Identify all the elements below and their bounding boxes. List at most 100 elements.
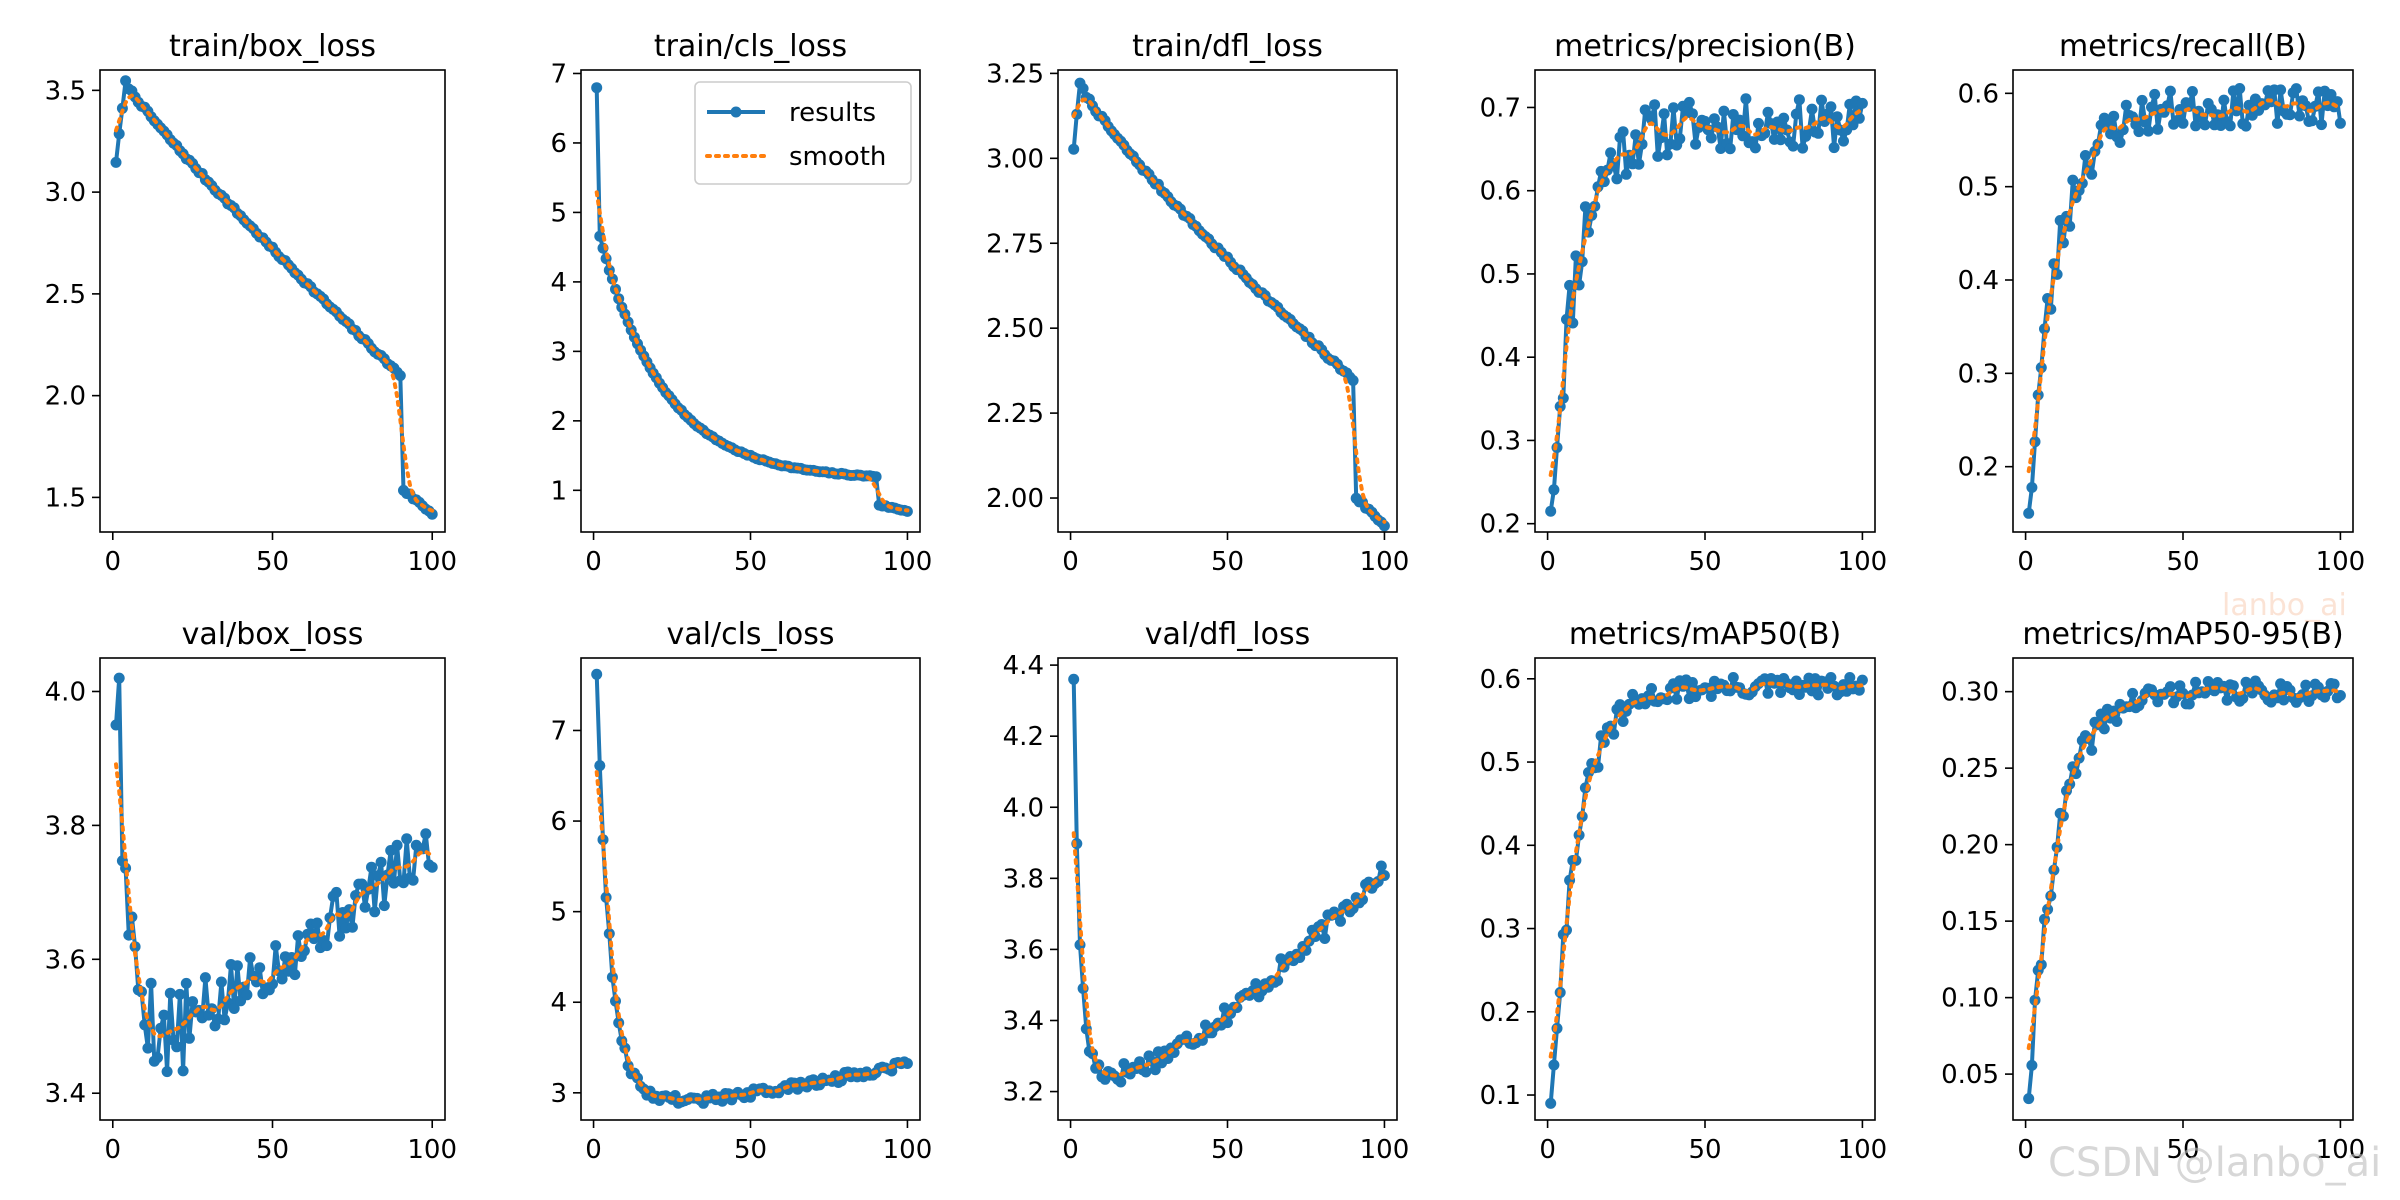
results-point	[2098, 723, 2110, 735]
results-point	[1630, 129, 1642, 141]
results-point	[901, 1058, 913, 1069]
results-point	[2186, 86, 2198, 97]
smooth-line	[1071, 831, 1387, 1078]
results-point	[2306, 115, 2318, 127]
results-point	[1347, 375, 1359, 386]
y-tick-label: 0.25	[1941, 754, 1999, 784]
axes-frame	[99, 69, 446, 533]
results-point	[1812, 127, 1824, 139]
results-point	[1611, 173, 1623, 185]
subplot-train-dfl-loss: train/dfl_loss 0 50 100 2.00 2.25 2.50 2.75 3.00…	[986, 29, 1409, 577]
results-point	[1554, 401, 1566, 412]
subplot-title: train/cls_loss	[654, 29, 847, 64]
subplot-train-cls-loss: train/cls_loss 0 50 100 1 2 3 4 5 6 7 results smooth	[550, 29, 932, 577]
results-point	[2086, 744, 2098, 756]
y-tick-label: 0.5	[1958, 173, 1999, 203]
x-tick-label: 100	[2316, 1135, 2366, 1165]
smooth-line	[594, 190, 910, 513]
results-point	[2334, 117, 2346, 129]
results-point	[2284, 109, 2296, 121]
results-point	[1812, 689, 1824, 701]
y-tick-label: 1.5	[45, 483, 86, 513]
results-point	[1686, 108, 1698, 120]
subplot-title: val/box_loss	[182, 617, 364, 652]
results-point	[1115, 1076, 1127, 1088]
x-tick-label: 50	[734, 1135, 767, 1165]
y-tick-label: 2.75	[986, 229, 1044, 259]
results-point	[591, 668, 603, 680]
x-tick-label: 50	[734, 547, 767, 577]
results-point	[1617, 716, 1629, 727]
results-point	[2026, 1059, 2038, 1071]
results-point	[1762, 687, 1774, 699]
results-point	[241, 989, 253, 1001]
results-point	[270, 940, 282, 952]
y-tick-label: 3.5	[45, 76, 86, 106]
results-point	[1250, 978, 1262, 990]
results-point	[1620, 168, 1632, 180]
y-tick-label: 3.2	[1003, 1078, 1044, 1108]
results-point	[2164, 681, 2176, 693]
subplot-title: metrics/mAP50(B)	[1569, 617, 1841, 652]
results-point	[1378, 520, 1390, 532]
subplot-title: metrics/precision(B)	[1554, 29, 1856, 64]
axes-frame	[1534, 657, 1876, 1121]
results-point	[1579, 201, 1591, 213]
x-tick-label: 0	[2017, 1135, 2034, 1165]
x-tick-label: 0	[1539, 1135, 1556, 1165]
results-point	[1633, 158, 1645, 170]
results-point	[1646, 113, 1657, 125]
results-point	[2275, 84, 2287, 96]
subplot-title: metrics/mAP50-95(B)	[2022, 617, 2343, 652]
results-point	[187, 996, 199, 1008]
axes-frame	[1057, 69, 1398, 533]
results-point	[391, 839, 403, 851]
x-tick-label: 0	[585, 547, 602, 577]
results-point	[177, 1065, 189, 1077]
subplot-title: train/dfl_loss	[1132, 29, 1323, 64]
results-point	[321, 940, 333, 952]
y-tick-label: 3.4	[45, 1079, 86, 1109]
results-point	[171, 1041, 183, 1053]
legend-results-label: results	[789, 98, 876, 128]
y-tick-label: 5	[550, 198, 567, 228]
results-point	[1548, 1059, 1560, 1071]
results-point	[1740, 93, 1752, 105]
y-tick-label: 3.6	[1003, 935, 1044, 965]
x-tick-label: 50	[1211, 547, 1244, 577]
y-tick-label: 0.10	[1941, 984, 1999, 1014]
results-point	[2227, 680, 2239, 692]
y-tick-label: 4.0	[1003, 793, 1044, 823]
results-point	[2142, 125, 2154, 137]
results-line	[1548, 675, 1865, 1104]
y-tick-label: 3.8	[1003, 864, 1044, 894]
x-tick-label: 100	[883, 1135, 933, 1165]
y-tick-label: 0.3	[1958, 359, 1999, 389]
smooth-line	[114, 762, 435, 1039]
results-point	[1608, 728, 1620, 740]
results-point	[1856, 97, 1868, 109]
results-point	[1661, 694, 1673, 706]
results-point	[2199, 119, 2211, 131]
y-tick-label: 3.25	[986, 59, 1044, 89]
subplot-metrics-recall-b-: metrics/recall(B) 0 50 100 0.2 0.3 0.4 0.5 0.6	[1958, 29, 2366, 577]
results-point	[1831, 111, 1843, 123]
results-point	[152, 1052, 163, 1064]
results-point	[334, 930, 346, 942]
results-point	[1806, 103, 1818, 115]
results-point	[2079, 150, 2091, 161]
results-point	[1649, 99, 1661, 111]
results-point	[2127, 687, 2139, 699]
results-point	[228, 1003, 240, 1014]
results-point	[407, 874, 419, 886]
results-point	[1705, 132, 1717, 144]
results-point	[183, 1032, 195, 1044]
smooth-line	[2026, 685, 2343, 1051]
results-markers	[1545, 672, 1868, 1109]
results-point	[594, 760, 606, 772]
results-point	[2224, 120, 2236, 132]
y-tick-label: 0.30	[1941, 678, 1999, 708]
x-tick-label: 0	[585, 1135, 602, 1165]
results-point	[401, 833, 413, 845]
